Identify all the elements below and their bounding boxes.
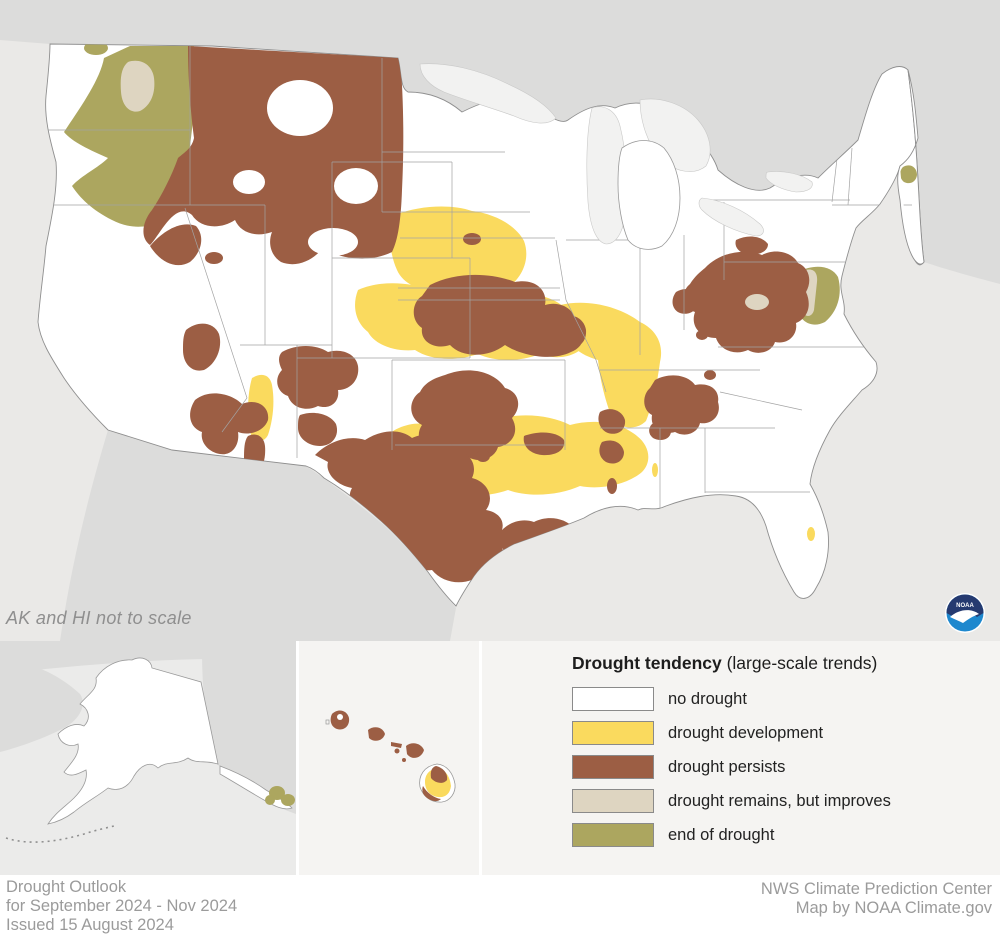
no-drought-swatch bbox=[572, 687, 654, 711]
drought-improves-label: drought remains, but improves bbox=[668, 791, 891, 810]
alaska-inset bbox=[0, 641, 296, 875]
russia-landmass bbox=[0, 660, 83, 752]
conus-map-svg: NOAA bbox=[0, 0, 1000, 641]
legend-row-no-drought: no drought bbox=[572, 687, 891, 711]
canada-inset-landmass bbox=[202, 648, 296, 814]
svg-text:NOAA: NOAA bbox=[956, 603, 974, 609]
legend-title-bold: Drought tendency bbox=[572, 653, 722, 673]
great-lakes bbox=[419, 63, 813, 250]
footer-center-credit: NWS Climate Prediction Center bbox=[760, 880, 992, 898]
footer-title: Drought Outlook bbox=[6, 878, 127, 896]
hawaii-svg bbox=[299, 641, 479, 875]
legend-title-rest: (large-scale trends) bbox=[721, 653, 878, 673]
aleutian-islands bbox=[5, 825, 115, 843]
footer-period: for September 2024 - Nov 2024 bbox=[6, 897, 238, 915]
legend-title: Drought tendency (large-scale trends) bbox=[572, 653, 877, 674]
footer-map-credit: Map by NOAA Climate.gov bbox=[795, 899, 992, 917]
conus-drought-map: NOAA AK and HI not to scale bbox=[0, 0, 1000, 641]
drought-improves-wv bbox=[745, 294, 769, 310]
legend-row-persists: drought persists bbox=[572, 755, 891, 779]
end-of-drought-label: end of drought bbox=[668, 825, 775, 844]
end-of-drought-swatch bbox=[572, 823, 654, 847]
alaska-end-of-drought bbox=[265, 786, 295, 806]
drought-development-label: drought development bbox=[668, 723, 824, 742]
noaa-logo: NOAA bbox=[945, 593, 985, 633]
inset-row: Drought tendency (large-scale trends) no… bbox=[0, 641, 1000, 875]
legend-row-end: end of drought bbox=[572, 823, 891, 847]
footer-left: Drought Outlook for September 2024 - Nov… bbox=[6, 878, 237, 935]
hawaii-inset bbox=[299, 641, 479, 875]
drought-development-swatch bbox=[572, 721, 654, 745]
footer-issued: Issued 15 August 2024 bbox=[6, 916, 174, 934]
legend-row-development: drought development bbox=[572, 721, 891, 745]
legend-row-improves: drought remains, but improves bbox=[572, 789, 891, 813]
drought-improves-swatch bbox=[572, 789, 654, 813]
no-drought-label: no drought bbox=[668, 689, 747, 708]
michigan-landmass bbox=[617, 140, 681, 250]
drought-persists-label: drought persists bbox=[668, 757, 786, 776]
alaska-svg bbox=[0, 641, 296, 875]
legend-items: no drought drought development drought p… bbox=[572, 687, 891, 857]
footer: Drought Outlook for September 2024 - Nov… bbox=[0, 875, 1000, 938]
canada-landmass bbox=[0, 0, 1000, 284]
alaska-landmass bbox=[47, 657, 219, 825]
drought-persists-swatch bbox=[572, 755, 654, 779]
hawaii-islands bbox=[325, 710, 456, 803]
footer-right: NWS Climate Prediction Center Map by NOA… bbox=[761, 880, 992, 918]
drought-persists-regions bbox=[143, 46, 810, 583]
legend-panel: Drought tendency (large-scale trends) no… bbox=[482, 641, 1000, 875]
arctic-gray bbox=[0, 641, 296, 674]
scale-annotation: AK and HI not to scale bbox=[6, 608, 192, 628]
mexico-landmass bbox=[60, 430, 456, 641]
